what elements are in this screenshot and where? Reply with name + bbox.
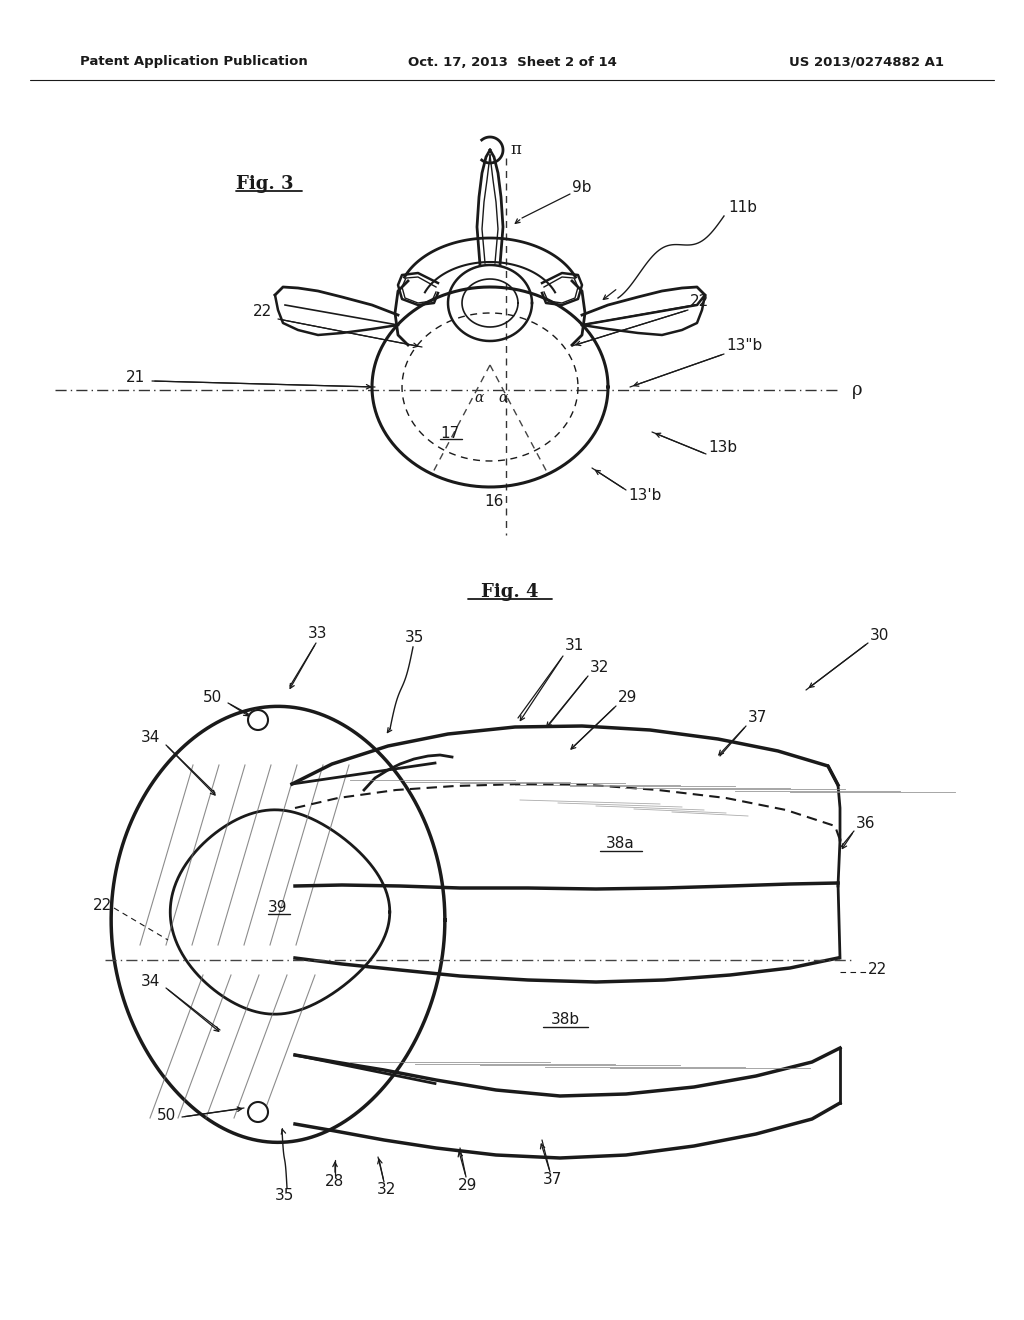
Text: 38b: 38b <box>551 1012 580 1027</box>
Text: 22: 22 <box>690 294 710 309</box>
Text: 22: 22 <box>253 305 272 319</box>
Text: 29: 29 <box>618 690 637 705</box>
Text: 16: 16 <box>484 495 504 510</box>
Circle shape <box>248 1102 268 1122</box>
Text: 37: 37 <box>748 710 767 726</box>
Text: 22: 22 <box>868 962 887 978</box>
Text: α: α <box>499 391 508 405</box>
Text: 36: 36 <box>856 817 876 832</box>
Text: 13b: 13b <box>708 441 737 455</box>
Text: 38a: 38a <box>605 837 635 851</box>
Text: 9b: 9b <box>572 181 592 195</box>
Text: 35: 35 <box>406 630 425 644</box>
Text: US 2013/0274882 A1: US 2013/0274882 A1 <box>790 55 944 69</box>
Circle shape <box>248 710 268 730</box>
Text: 21: 21 <box>126 371 145 385</box>
Text: 11b: 11b <box>728 201 757 215</box>
Text: π: π <box>510 141 521 158</box>
Text: 29: 29 <box>459 1177 477 1192</box>
Text: 28: 28 <box>326 1175 345 1189</box>
Text: 34: 34 <box>140 730 160 746</box>
Text: Oct. 17, 2013  Sheet 2 of 14: Oct. 17, 2013 Sheet 2 of 14 <box>408 55 616 69</box>
Text: 50: 50 <box>157 1107 176 1122</box>
Text: α: α <box>474 391 483 405</box>
Text: 31: 31 <box>565 639 585 653</box>
Text: 34: 34 <box>140 974 160 990</box>
Text: ρ: ρ <box>852 381 862 399</box>
Text: 33: 33 <box>308 626 328 640</box>
Text: 13"b: 13"b <box>726 338 762 354</box>
Text: 17: 17 <box>440 426 460 441</box>
Text: 13'b: 13'b <box>628 487 662 503</box>
Text: 39: 39 <box>268 900 288 916</box>
Text: 50: 50 <box>203 689 222 705</box>
Text: Patent Application Publication: Patent Application Publication <box>80 55 308 69</box>
Text: 22: 22 <box>93 898 112 912</box>
Text: 30: 30 <box>870 628 890 644</box>
Text: 37: 37 <box>543 1172 562 1188</box>
Text: 32: 32 <box>590 660 609 676</box>
Text: Fig. 4: Fig. 4 <box>481 583 539 601</box>
Text: 35: 35 <box>275 1188 295 1204</box>
Text: 32: 32 <box>376 1183 395 1197</box>
Text: Fig. 3: Fig. 3 <box>236 176 294 193</box>
